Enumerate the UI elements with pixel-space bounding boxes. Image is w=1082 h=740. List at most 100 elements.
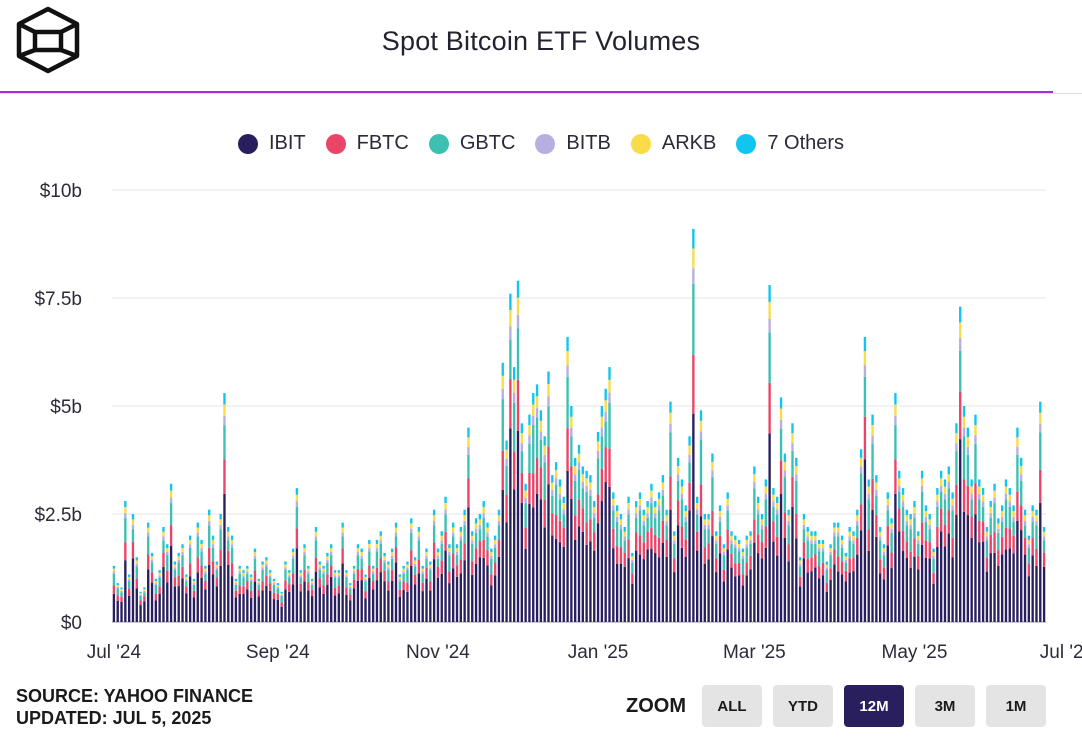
cube-logo-icon bbox=[14, 6, 82, 74]
bar-segment-gbtc bbox=[715, 543, 718, 559]
bar-segment-arkb bbox=[894, 404, 897, 416]
bar-segment-fbtc bbox=[246, 581, 249, 590]
bar-segment-bitb bbox=[131, 524, 135, 530]
bar-segment-gbtc bbox=[368, 551, 371, 566]
bar-segment-fbtc bbox=[814, 553, 817, 568]
bar-segment-7-others bbox=[562, 496, 565, 503]
bar-segment-gbtc bbox=[230, 547, 234, 564]
bar-segment-ibit bbox=[997, 566, 1000, 622]
bar-segment-ibit bbox=[139, 605, 142, 622]
bar-segment-fbtc bbox=[421, 582, 424, 592]
bar-segment-ibit bbox=[455, 576, 459, 622]
bar-segment-ibit bbox=[337, 593, 341, 622]
bar-segment-ibit bbox=[1027, 576, 1031, 622]
bar-segment-ibit bbox=[756, 553, 760, 622]
bar-segment-bitb bbox=[810, 540, 813, 544]
bar-segment-7-others bbox=[737, 539, 741, 545]
bar-segment-7-others bbox=[635, 501, 638, 508]
bar-segment-gbtc bbox=[288, 577, 291, 585]
zoom-button-3m[interactable]: 3M bbox=[915, 685, 975, 727]
bar-segment-arkb bbox=[295, 494, 299, 502]
bar-segment-gbtc bbox=[859, 473, 863, 505]
bar-segment-gbtc bbox=[520, 451, 523, 473]
bar-segment-gbtc bbox=[848, 540, 851, 559]
bar-segment-bitb bbox=[829, 552, 832, 556]
bar-segment-bitb bbox=[737, 548, 741, 552]
bar-segment-arkb bbox=[242, 572, 245, 576]
legend-item-ibit[interactable]: IBIT bbox=[237, 132, 306, 155]
bar-segment-fbtc bbox=[135, 578, 138, 589]
bar-segment-gbtc bbox=[722, 555, 726, 570]
bar-segment-bitb bbox=[307, 571, 310, 574]
bar-segment-ibit bbox=[524, 548, 527, 622]
bar-segment-7-others bbox=[768, 285, 771, 302]
bar-segment-gbtc bbox=[394, 536, 398, 548]
bar-segment-gbtc bbox=[856, 525, 859, 538]
bar-segment-gbtc bbox=[768, 332, 771, 383]
bar-segment-bitb bbox=[330, 552, 333, 556]
bar-segment-gbtc bbox=[680, 499, 684, 527]
legend-item-7-others[interactable]: 7 Others bbox=[736, 132, 844, 155]
bar-segment-bitb bbox=[787, 520, 790, 526]
zoom-button-12m[interactable]: 12M bbox=[844, 685, 904, 727]
bar-segment-bitb bbox=[997, 528, 1000, 533]
bar-segment-bitb bbox=[265, 563, 268, 567]
legend-item-arkb[interactable]: ARKB bbox=[630, 132, 716, 155]
bar-segment-arkb bbox=[631, 556, 634, 560]
bar-segment-bitb bbox=[970, 493, 973, 500]
bar-segment-7-others bbox=[718, 505, 722, 512]
bar-segment-ibit bbox=[371, 589, 375, 622]
bar-segment-fbtc bbox=[718, 535, 722, 554]
bar-segment-ibit bbox=[417, 573, 421, 622]
bar-segment-bitb bbox=[295, 501, 299, 507]
bar-segment-fbtc bbox=[1031, 538, 1034, 556]
bar-segment-bitb bbox=[230, 544, 234, 548]
bar-segment-ibit bbox=[802, 558, 806, 622]
bar-segment-arkb bbox=[596, 441, 600, 451]
bar-segment-arkb bbox=[1000, 511, 1004, 518]
bar-segment-ibit bbox=[436, 577, 440, 622]
zoom-button-all[interactable]: ALL bbox=[702, 685, 762, 727]
bar-segment-7-others bbox=[394, 522, 398, 528]
bar-segment-fbtc bbox=[249, 590, 253, 598]
bar-segment-ibit bbox=[532, 507, 535, 622]
legend-item-fbtc[interactable]: FBTC bbox=[325, 132, 409, 155]
bar-segment-gbtc bbox=[566, 376, 569, 429]
bar-segment-arkb bbox=[131, 519, 135, 525]
zoom-button-1m[interactable]: 1M bbox=[986, 685, 1046, 727]
bar-segment-bitb bbox=[417, 536, 421, 541]
bar-segment-7-others bbox=[448, 544, 451, 549]
bar-segment-fbtc bbox=[966, 485, 970, 516]
bar-segment-bitb bbox=[676, 474, 680, 481]
bar-segment-fbtc bbox=[493, 562, 497, 576]
legend-item-bitb[interactable]: BITB bbox=[535, 132, 611, 155]
bar-segment-gbtc bbox=[432, 525, 436, 543]
bar-segment-7-others bbox=[272, 578, 276, 581]
bar-segment-arkb bbox=[452, 527, 455, 533]
legend-item-gbtc[interactable]: GBTC bbox=[428, 132, 515, 155]
bar-segment-7-others bbox=[939, 470, 943, 479]
bar-segment-7-others bbox=[890, 518, 893, 524]
bar-segment-7-others bbox=[269, 570, 272, 573]
bar-segment-ibit bbox=[509, 428, 512, 622]
bar-segment-gbtc bbox=[330, 555, 333, 566]
bar-segment-bitb bbox=[661, 489, 665, 496]
bar-segment-bitb bbox=[463, 520, 466, 526]
bar-segment-bitb bbox=[684, 517, 687, 522]
bar-segment-fbtc bbox=[1000, 536, 1004, 555]
bar-segment-bitb bbox=[543, 454, 546, 463]
bar-segment-arkb bbox=[551, 482, 554, 490]
bar-segment-arkb bbox=[368, 544, 371, 549]
bar-segment-bitb bbox=[227, 536, 230, 541]
bar-segment-fbtc bbox=[730, 553, 733, 568]
bar-segment-7-others bbox=[905, 509, 909, 516]
zoom-button-ytd[interactable]: YTD bbox=[773, 685, 833, 727]
bar-segment-gbtc bbox=[528, 443, 531, 473]
bar-segment-ibit bbox=[410, 566, 413, 622]
bar-segment-gbtc bbox=[1004, 499, 1008, 528]
bar-segment-fbtc bbox=[779, 460, 783, 494]
bar-segment-7-others bbox=[391, 548, 394, 553]
bar-segment-7-others bbox=[795, 457, 798, 467]
bar-segment-gbtc bbox=[574, 480, 577, 516]
bar-segment-gbtc bbox=[253, 558, 257, 571]
